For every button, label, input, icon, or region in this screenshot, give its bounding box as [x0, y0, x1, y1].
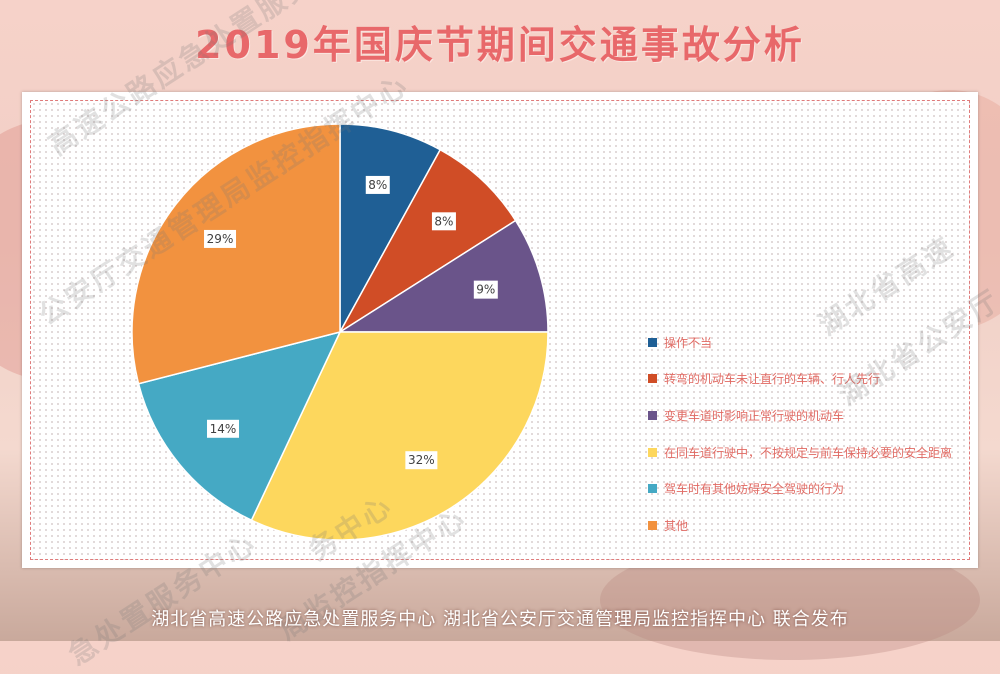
- data-label-text: 14%: [210, 422, 237, 436]
- legend-item: 变更车道时影响正常行驶的机动车: [648, 397, 952, 434]
- pie-chart: 8% 8% 9% 32% 14% 29%: [131, 123, 549, 541]
- legend-label: 驾车时有其他妨碍安全驾驶的行为: [664, 482, 845, 497]
- data-label-text: 8%: [368, 178, 387, 192]
- data-label-box: [365, 175, 390, 194]
- footer-publisher: 湖北省高速公路应急处置服务中心 湖北省公安厅交通管理局监控指挥中心 联合发布: [151, 609, 849, 630]
- data-label: 9%: [473, 280, 498, 299]
- legend-item: 操作不当: [648, 324, 952, 361]
- pie-slice: [250, 331, 549, 541]
- legend-swatch: [648, 484, 657, 494]
- data-label: 29%: [204, 229, 237, 248]
- legend-swatch: [648, 520, 657, 530]
- pie-slice: [339, 148, 517, 333]
- data-label: 14%: [207, 419, 240, 438]
- data-label-box: [405, 451, 438, 470]
- legend-label: 其他: [664, 518, 689, 533]
- chart-panel: 8% 8% 9% 32% 14% 29% 操作不当转弯的机动车未让直行的车辆、行人先行 变更…: [22, 92, 978, 568]
- data-label-text: 29%: [207, 232, 234, 246]
- legend-label: 在同车道行驶中，不按规定与前车保持必要的安全距离: [664, 445, 953, 460]
- legend-label: 转弯的机动车未让直行的车辆、行人先行: [664, 372, 881, 387]
- legend-swatch: [648, 410, 657, 420]
- legend-item: 其他: [648, 507, 952, 544]
- chart-legend: 操作不当转弯的机动车未让直行的车辆、行人先行 变更车道时影响正常行驶的机动车在同车…: [648, 324, 952, 544]
- pie-slice: [137, 330, 342, 522]
- legend-swatch: [648, 337, 657, 347]
- data-label-box: [473, 280, 498, 299]
- data-label-box: [207, 419, 240, 438]
- data-label-box: [204, 229, 237, 248]
- pie-slice: [337, 219, 549, 333]
- pie-slice: [131, 123, 341, 385]
- data-label-text: 8%: [434, 214, 453, 228]
- legend-item: 驾车时有其他妨碍安全驾驶的行为: [648, 470, 952, 507]
- page-title: 2019年国庆节期间交通事故分析: [195, 23, 805, 67]
- data-label: 8%: [365, 175, 390, 194]
- data-label-text: 32%: [408, 453, 435, 467]
- data-label-text: 9%: [476, 283, 495, 297]
- legend-item: 在同车道行驶中，不按规定与前车保持必要的安全距离: [648, 434, 952, 471]
- legend-label: 操作不当: [664, 335, 713, 350]
- legend-item: 转弯的机动车未让直行的车辆、行人先行: [648, 361, 952, 398]
- data-label: 8%: [431, 212, 456, 231]
- data-label: 32%: [405, 451, 438, 470]
- data-label-box: [431, 212, 456, 231]
- legend-swatch: [648, 374, 657, 384]
- legend-label: 变更车道时影响正常行驶的机动车: [664, 408, 845, 423]
- legend-swatch: [648, 447, 657, 457]
- pie-slice: [339, 123, 442, 333]
